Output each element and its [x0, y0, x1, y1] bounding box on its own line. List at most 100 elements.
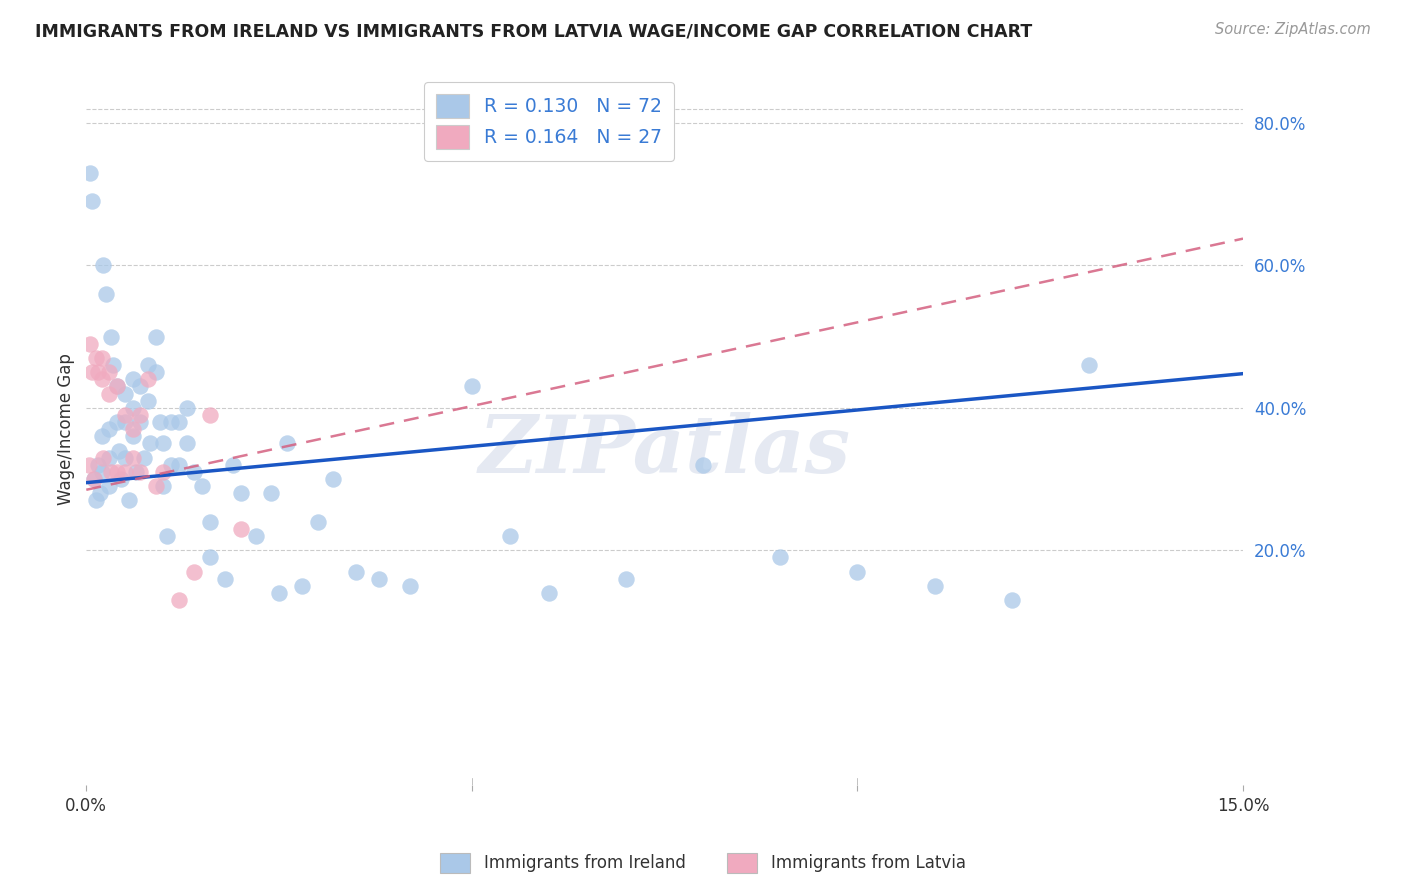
Point [114, 408, 136, 422]
Point [79, 166, 101, 180]
Point [90, 351, 112, 365]
Point [121, 450, 143, 465]
Point [114, 415, 136, 429]
Point [129, 379, 152, 393]
Point [160, 458, 183, 472]
Point [121, 422, 143, 436]
Point [176, 436, 198, 450]
Point [83, 472, 105, 486]
Point [121, 401, 143, 415]
Point [267, 586, 290, 600]
Point [118, 493, 141, 508]
Point [191, 479, 214, 493]
Point [214, 572, 236, 586]
Point [537, 586, 560, 600]
Point [91, 450, 114, 465]
Point [100, 465, 122, 479]
Point [90, 465, 112, 479]
Point [79, 336, 101, 351]
Point [129, 465, 152, 479]
Point [222, 458, 245, 472]
Point [145, 479, 167, 493]
Point [98, 422, 121, 436]
Point [198, 408, 221, 422]
Point [176, 401, 198, 415]
Point [1077, 358, 1099, 372]
Point [98, 450, 121, 465]
Point [136, 393, 159, 408]
Point [89, 486, 111, 500]
Text: IMMIGRANTS FROM IRELAND VS IMMIGRANTS FROM LATVIA WAGE/INCOME GAP CORRELATION CH: IMMIGRANTS FROM IRELAND VS IMMIGRANTS FR… [35, 22, 1032, 40]
Point [107, 443, 129, 458]
Point [245, 529, 267, 543]
Point [98, 386, 121, 401]
Point [152, 465, 174, 479]
Point [90, 372, 112, 386]
Legend: Immigrants from Ireland, Immigrants from Latvia: Immigrants from Ireland, Immigrants from… [433, 847, 973, 880]
Point [145, 365, 167, 379]
Point [291, 579, 314, 593]
Point [344, 565, 367, 579]
Point [110, 472, 132, 486]
Point [84, 493, 107, 508]
Point [83, 472, 105, 486]
Point [121, 429, 143, 443]
Point [152, 479, 174, 493]
Point [156, 529, 179, 543]
Point [167, 593, 190, 607]
Point [846, 565, 869, 579]
Point [136, 372, 159, 386]
Point [229, 522, 252, 536]
Point [276, 436, 298, 450]
Point [77, 458, 100, 472]
Point [84, 351, 107, 365]
Point [145, 329, 167, 343]
Point [103, 358, 125, 372]
Point [167, 458, 190, 472]
Point [138, 436, 160, 450]
Point [769, 550, 792, 565]
Point [94, 286, 117, 301]
Point [183, 565, 205, 579]
Point [399, 579, 422, 593]
Point [129, 408, 152, 422]
Text: Source: ZipAtlas.com: Source: ZipAtlas.com [1215, 22, 1371, 37]
Point [87, 458, 110, 472]
Point [307, 515, 329, 529]
Point [924, 579, 946, 593]
Point [260, 486, 283, 500]
Point [125, 465, 148, 479]
Legend: R = 0.130   N = 72, R = 0.164   N = 27: R = 0.130 N = 72, R = 0.164 N = 27 [425, 82, 673, 161]
Point [98, 365, 121, 379]
Text: ZIPatlas: ZIPatlas [478, 412, 851, 490]
Point [499, 529, 522, 543]
Point [129, 415, 152, 429]
Point [160, 415, 183, 429]
Point [134, 450, 156, 465]
Point [148, 415, 170, 429]
Point [136, 358, 159, 372]
Point [1001, 593, 1024, 607]
Point [105, 379, 128, 393]
Point [105, 465, 128, 479]
Point [82, 194, 104, 209]
Point [152, 436, 174, 450]
Point [98, 479, 121, 493]
Point [461, 379, 484, 393]
Point [368, 572, 391, 586]
Point [100, 329, 122, 343]
Point [692, 458, 714, 472]
Point [183, 465, 205, 479]
Point [90, 429, 112, 443]
Point [322, 472, 344, 486]
Point [121, 372, 143, 386]
Point [105, 415, 128, 429]
Point [167, 415, 190, 429]
Point [114, 450, 136, 465]
Point [614, 572, 637, 586]
Point [87, 365, 110, 379]
Point [229, 486, 252, 500]
Point [114, 465, 136, 479]
Point [82, 365, 104, 379]
Point [198, 550, 221, 565]
